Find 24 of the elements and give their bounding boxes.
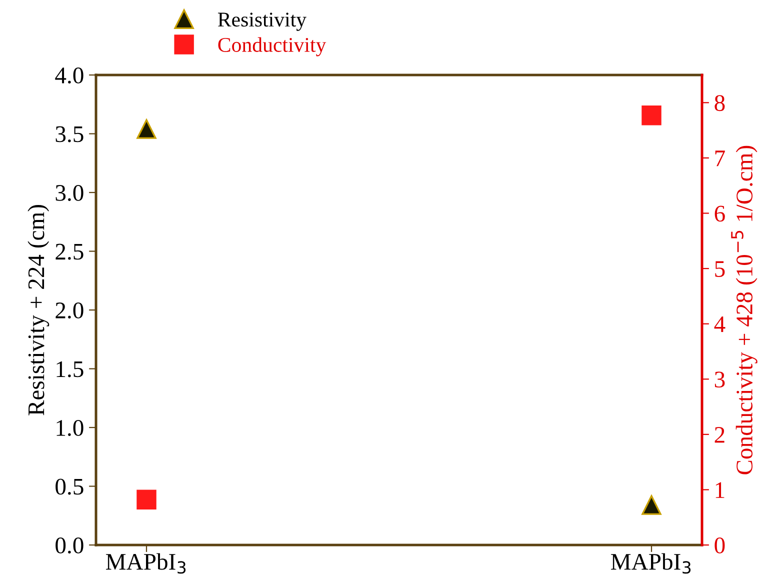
y-tick-label: 1.0: [56, 420, 84, 436]
y2-tick-label: 7: [715, 150, 725, 166]
y-tick-label: 4.0: [55, 67, 84, 84]
y-tick-label: 3.0: [56, 184, 84, 202]
y2-tick-label: 2: [714, 426, 724, 443]
y-tick-label: 1.5: [56, 361, 84, 378]
y-tick-label: 3.5: [56, 126, 84, 142]
y2-tick-label: 4: [714, 316, 726, 332]
y2-tick-label: 0: [714, 537, 725, 554]
y-tick-label: 0.0: [56, 537, 84, 554]
y2-tick-label: 6: [714, 206, 725, 222]
y2-tick-label: 3: [714, 372, 725, 388]
y2-tick-label: 5: [715, 261, 725, 277]
y-tick-label: 2.0: [56, 302, 84, 319]
y-tick-label: 2.5: [56, 244, 84, 260]
y2-axis-title: Conductivity + 428 (10$^{−5}$ 1/O.cm): [731, 146, 758, 474]
y2-tick-label: 8: [714, 95, 725, 112]
y2-tick-label: 1: [716, 482, 724, 498]
legend-label: Conductivity: [218, 37, 326, 56]
x-tick-label: MAPbI$_{3}$: [106, 553, 186, 574]
legend-label: Resistivity: [218, 12, 306, 31]
x-tick-label: MAPbI$_{3}$: [610, 553, 691, 574]
y-axis-title: Resistivity + 224 (cm): [28, 205, 50, 416]
y-tick-label: 0.5: [56, 478, 84, 495]
